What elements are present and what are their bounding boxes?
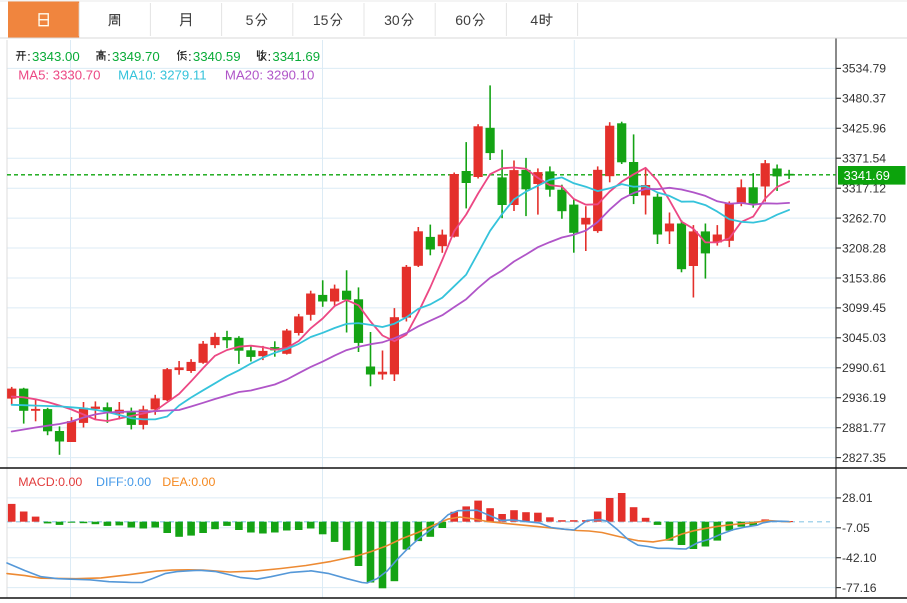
svg-text:3099.45: 3099.45 [842,301,886,315]
svg-text:28.01: 28.01 [842,491,873,505]
svg-text:MA20: 3290.10: MA20: 3290.10 [225,68,314,83]
svg-text::: : [107,49,111,64]
svg-text:3317.12: 3317.12 [842,182,886,196]
svg-text:3343.00: 3343.00 [32,49,80,64]
svg-text:3425.96: 3425.96 [842,122,886,136]
svg-text:3340.59: 3340.59 [193,49,241,64]
svg-text:MA5: 3330.70: MA5: 3330.70 [18,68,100,83]
svg-text:5: 5 [246,12,254,28]
svg-text:3153.86: 3153.86 [842,271,886,285]
svg-text:3371.54: 3371.54 [842,152,886,166]
svg-text:3341.69: 3341.69 [272,49,320,64]
svg-text:3341.69: 3341.69 [844,168,890,183]
svg-text:30: 30 [384,12,400,28]
svg-text:-7.05: -7.05 [842,521,870,535]
svg-text:3534.79: 3534.79 [842,62,886,76]
svg-text:3480.37: 3480.37 [842,92,886,106]
svg-text:2881.77: 2881.77 [842,421,886,435]
svg-text:2827.35: 2827.35 [842,451,886,465]
svg-text:2936.19: 2936.19 [842,391,886,405]
svg-text:3349.70: 3349.70 [112,49,160,64]
svg-text:3262.70: 3262.70 [842,211,886,225]
svg-text:MA10: 3279.11: MA10: 3279.11 [118,68,206,83]
svg-text:-42.10: -42.10 [842,551,877,565]
svg-text:DIFF:0.00: DIFF:0.00 [96,475,151,489]
svg-text::: : [27,49,31,64]
svg-text:-77.16: -77.16 [842,581,877,595]
svg-text:60: 60 [455,12,471,28]
svg-text::: : [188,49,192,64]
svg-text::: : [268,49,272,64]
svg-text:4: 4 [530,12,538,28]
svg-text:MACD:0.00: MACD:0.00 [18,475,82,489]
svg-text:DEA:0.00: DEA:0.00 [162,475,215,489]
svg-text:2990.61: 2990.61 [842,361,886,375]
svg-text:3208.28: 3208.28 [842,241,886,255]
svg-text:15: 15 [313,12,329,28]
svg-text:3045.03: 3045.03 [842,331,886,345]
